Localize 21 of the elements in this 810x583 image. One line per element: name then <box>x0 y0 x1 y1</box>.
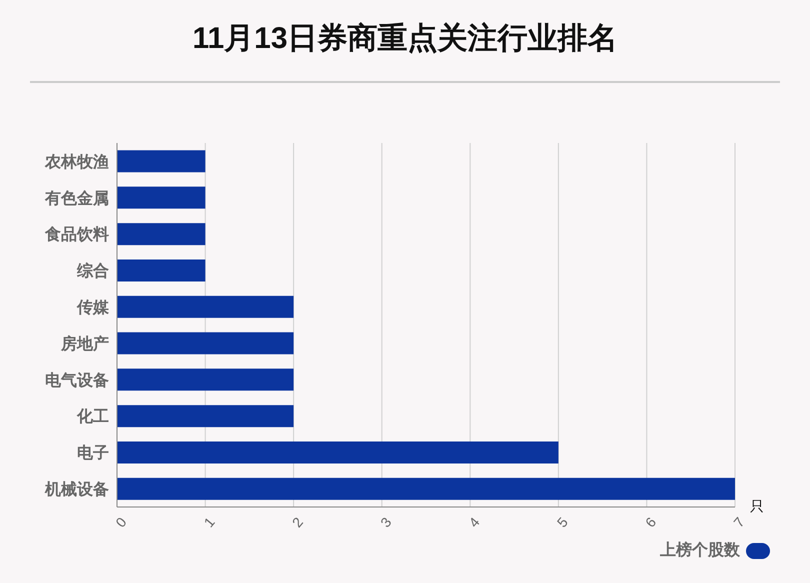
y-tick-label: 农林牧渔 <box>44 152 109 171</box>
x-tick-label: 5 <box>554 514 572 530</box>
x-tick-label: 6 <box>642 514 660 530</box>
y-tick-label: 电子 <box>77 444 109 462</box>
y-tick-label: 食品饮料 <box>44 226 109 244</box>
y-tick-label: 传媒 <box>76 298 110 316</box>
x-tick-label: 0 <box>112 514 130 530</box>
x-tick-label: 2 <box>288 514 306 530</box>
y-tick-label: 综合 <box>76 262 109 280</box>
y-tick-label: 化工 <box>76 408 109 426</box>
x-tick-label: 3 <box>377 514 395 530</box>
x-tick-label: 7 <box>730 514 748 530</box>
y-tick-label: 有色金属 <box>44 189 109 208</box>
y-tick-label: 机械设备 <box>44 480 109 498</box>
legend-label: 上榜个股数 <box>660 540 740 561</box>
chart-title: 11月13日券商重点关注行业排名 <box>191 21 619 57</box>
y-tick-label: 电气设备 <box>45 371 109 390</box>
x-axis-title: 只 <box>750 498 764 516</box>
x-tick-label: 4 <box>465 514 483 530</box>
y-tick-label: 房地产 <box>60 334 109 353</box>
x-tick-label: 1 <box>200 514 218 530</box>
